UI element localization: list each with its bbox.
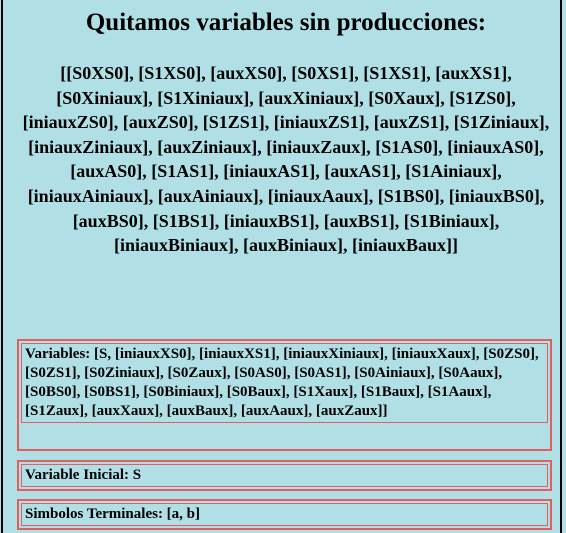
removed-variables-list: [[S0XS0], [S1XS0], [auxXS0], [S0XS1], [S…	[22, 63, 550, 256]
page-title: Quitamos variables sin producciones:	[85, 9, 487, 36]
variables-text: Variables: [S, [iniauxXS0], [iniauxXS1],…	[21, 343, 548, 423]
variables-box: Variables: [S, [iniauxXS0], [iniauxXS1],…	[17, 339, 552, 451]
terminals-text: Simbolos Terminales: [a, b]	[21, 503, 548, 526]
terminals-box: Simbolos Terminales: [a, b]	[17, 499, 552, 530]
initial-variable-box: Variable Inicial: S	[17, 460, 552, 491]
initial-variable-text: Variable Inicial: S	[21, 464, 548, 487]
